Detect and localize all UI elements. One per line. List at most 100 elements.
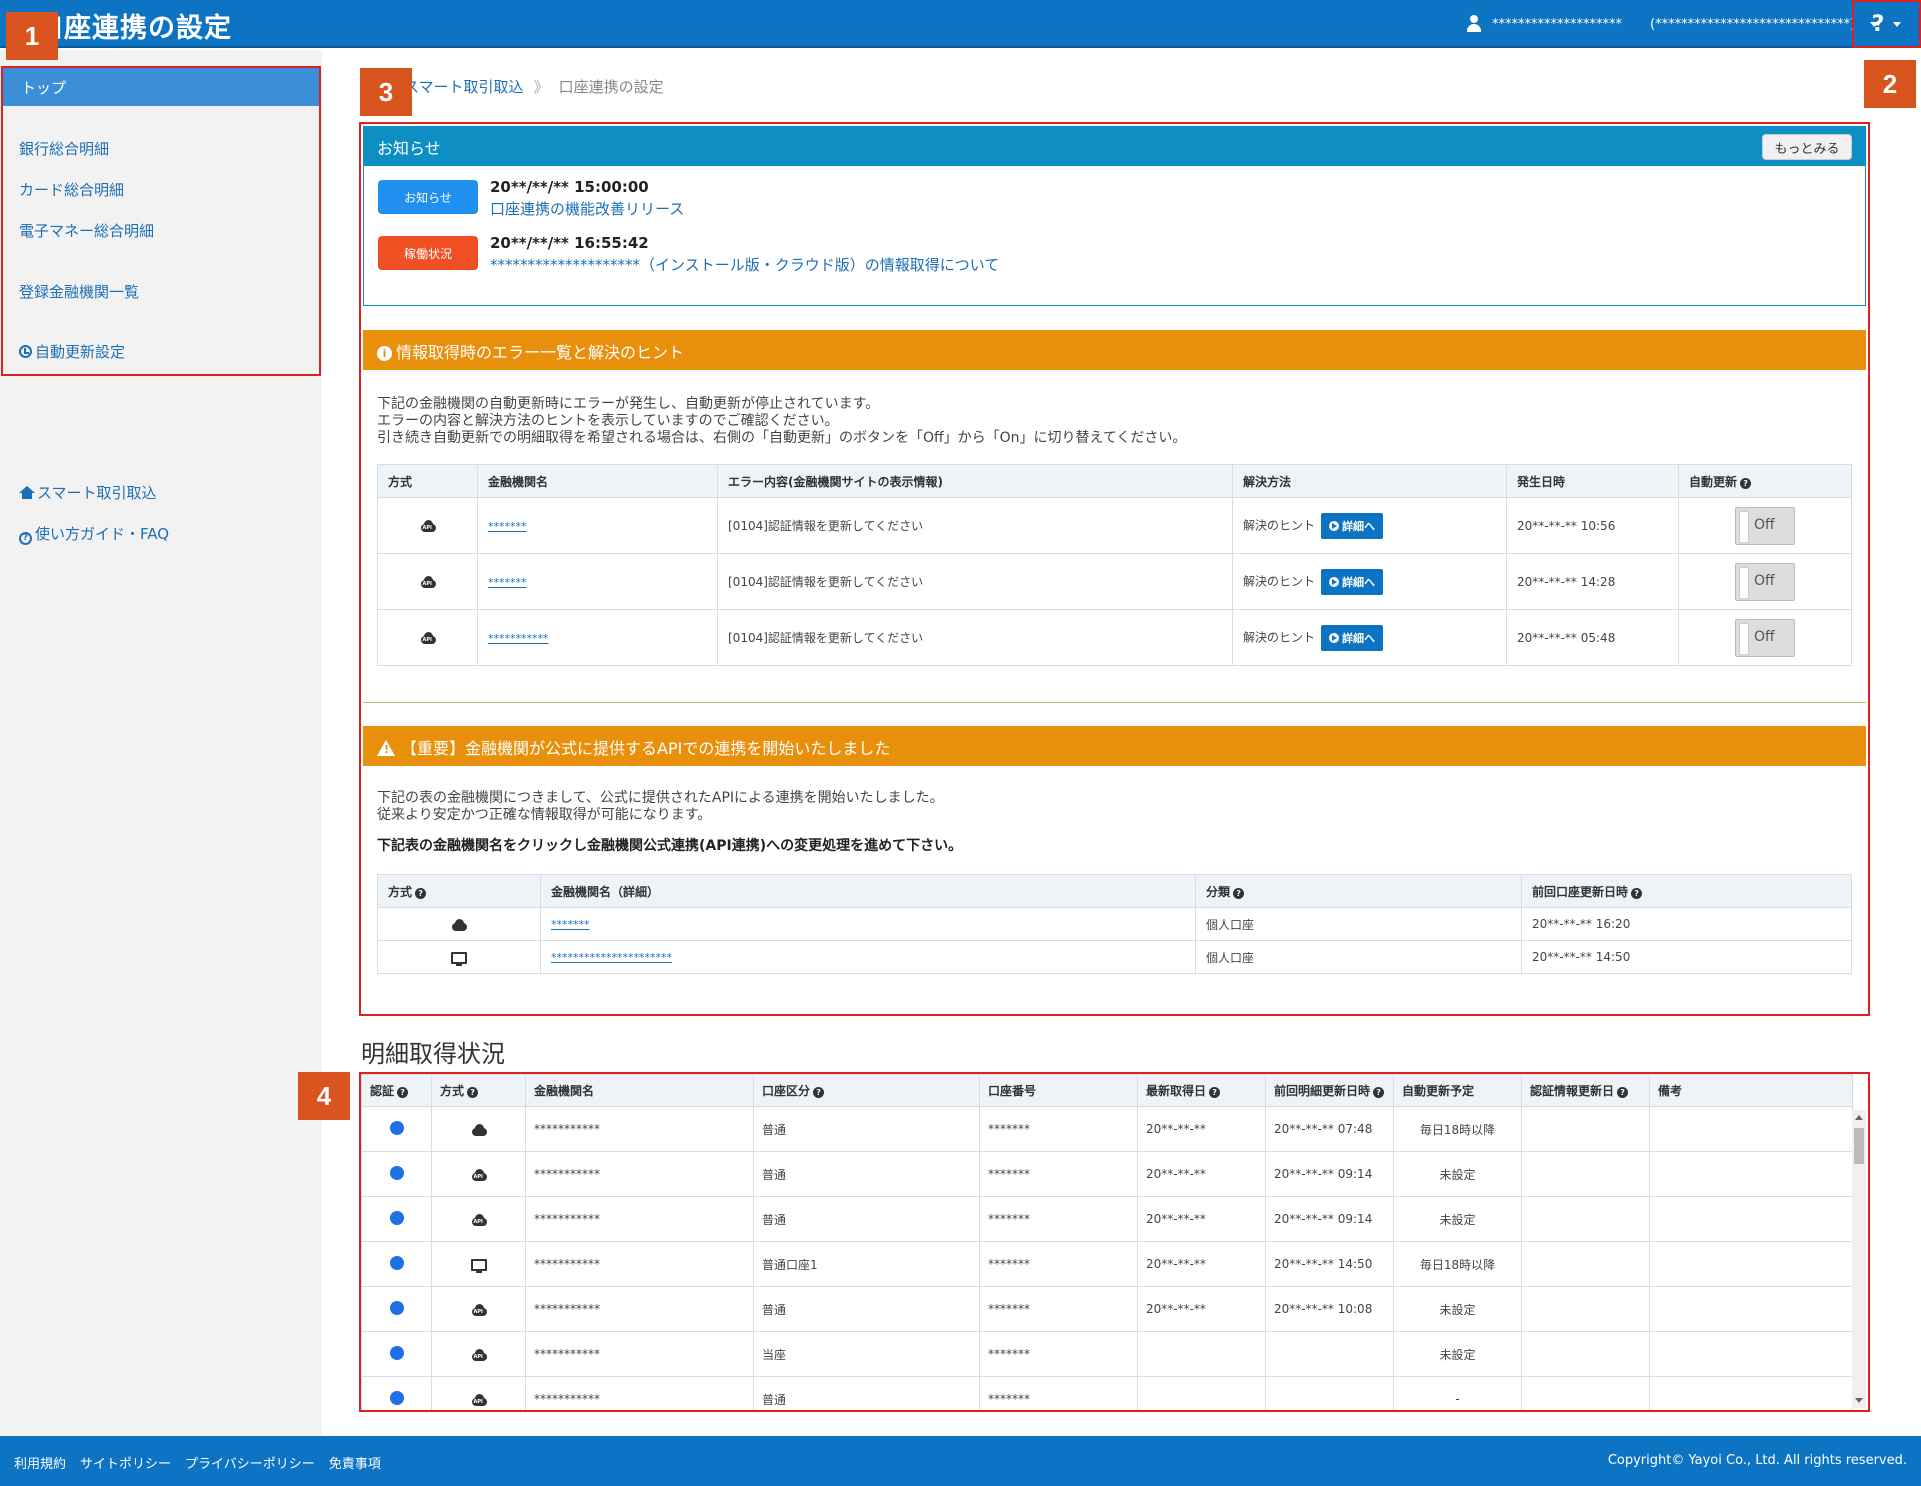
help-icon[interactable]: ? [1631,887,1643,899]
detail-button[interactable]: 詳細へ [1321,512,1384,539]
bank-link[interactable]: ******* [551,918,590,931]
help-icon[interactable]: ? [467,1087,479,1098]
sidebar-item-bank-details[interactable]: 銀行総合明細 [19,140,110,158]
detail-button[interactable]: 詳細へ [1321,568,1384,595]
hint-label: 解決のヒント [1243,630,1316,644]
sidebar-menu: トップ [1,66,321,376]
news-datetime: 20**/**/** 15:00:00 [490,178,649,196]
api-table: 方式? 金融機関名（詳細） 分類? 前回口座更新日時? ******* 個人口座 2… [377,874,1852,974]
table-header-row: 方式 金融機関名 エラー内容(金融機関サイトの表示情報) 解決方法 発生日時 自… [377,464,1852,498]
prev-update-cell: 20**-**-** 09:14 [1265,1151,1394,1197]
sidebar-link-guide-faq[interactable]: ? 使い方ガイド・FAQ [19,523,169,545]
news-panel-header: お知らせ もっとみる [363,126,1866,166]
footer-link-terms[interactable]: 利用規約 [14,1457,67,1472]
method-cell: API [431,1196,526,1242]
table-row: ********************** 個人口座 20**-**-** 14:… [377,940,1852,974]
help-icon[interactable]: ? [1740,477,1752,489]
help-icon[interactable]: ? [1617,1087,1629,1098]
sidebar-link-label: 使い方ガイド・FAQ [35,525,170,543]
status-scrollbar[interactable] [1852,1110,1866,1408]
auth-cell [361,1376,432,1410]
bank-link[interactable]: ******* [488,519,527,533]
help-icon[interactable]: ? [1233,887,1245,899]
sidebar-item-card-details[interactable]: カード総合明細 [19,181,125,199]
news-title-link[interactable]: 口座連携の機能改善リリース [490,200,685,218]
sidebar-item-registered-institutions[interactable]: 登録金融機関一覧 [19,283,140,301]
breadcrumb-smart-import[interactable]: スマート取引取込 [404,78,524,96]
cloud-api-icon: API [419,520,437,532]
breadcrumb-separator: 》 [533,78,549,96]
account-number-cell: ******* [979,1241,1138,1287]
callout-badge-4: 4 [298,1072,350,1120]
question-circle-icon: ? [19,532,32,545]
toggle-label: Off [1754,572,1775,589]
error-panel-header: i 情報取得時のエラー一覧と解決のヒント [363,330,1866,370]
method-cell: API [431,1376,526,1410]
sidebar-item-top[interactable]: トップ [3,68,319,106]
column-header-label: 認証情報更新日 [1530,1084,1615,1098]
column-header: 前回明細更新日時? [1265,1074,1394,1107]
auth-status-dot-icon [389,1210,404,1225]
latest-date-cell [1137,1331,1266,1377]
bank-link[interactable]: *********** [488,631,549,645]
footer-link-disclaimer[interactable]: 免責事項 [328,1457,381,1472]
help-icon[interactable]: ? [813,1087,825,1098]
auto-update-toggle[interactable]: Off [1735,506,1795,545]
arrow-right-icon [1329,576,1340,587]
auth-status-dot-icon [389,1390,404,1405]
prev-update-cell: 20**-**-** 14:50 [1265,1241,1394,1287]
column-header: 分類? [1195,874,1522,908]
bank-cell: *********** [477,609,718,666]
help-icon[interactable]: ? [397,1087,409,1098]
account-number-cell: ******* [979,1151,1138,1197]
sidebar-link-smart-import[interactable]: スマート取引取込 [19,482,157,503]
scrollbar-thumb[interactable] [1854,1128,1864,1164]
latest-date-cell: 20**-**-** [1137,1241,1266,1287]
column-header: 口座区分? [753,1074,980,1107]
bank-cell: *********** [525,1331,754,1377]
callout-badge-3: 3 [360,68,412,116]
help-menu-button[interactable]: ? [1852,0,1921,48]
bank-cell: *********** [525,1376,754,1410]
auto-update-toggle[interactable]: Off [1735,562,1795,601]
latest-date-cell [1137,1376,1266,1410]
column-header: 金融機関名（詳細） [540,874,1196,908]
footer-link-privacy[interactable]: プライバシーポリシー [185,1457,315,1472]
clock-icon [19,345,32,358]
more-news-button[interactable]: もっとみる [1762,134,1852,160]
column-header: 最新取得日? [1137,1074,1266,1107]
error-description: 下記の金融機関の自動更新時にエラーが発生し、自動更新が停止されています。 エラー… [377,396,1186,447]
footer-link-site-policy[interactable]: サイトポリシー [80,1457,172,1472]
detail-button[interactable]: 詳細へ [1321,624,1384,651]
help-icon[interactable]: ? [1373,1087,1385,1098]
method-cell [431,1106,526,1152]
help-icon[interactable]: ? [1209,1087,1221,1098]
bank-link[interactable]: ********************** [551,951,672,964]
column-header: 認証情報更新日? [1521,1074,1650,1107]
column-header-label: 自動更新予定 [1402,1084,1475,1098]
notice-area: お知らせ もっとみる お知らせ 20**/**/** 15:00:00 口座連携… [359,122,1870,1016]
help-icon[interactable]: ? [415,887,427,899]
user-menu[interactable]: ******************** (******************… [1466,15,1879,33]
monitor-icon [470,1258,487,1273]
account-type-cell: 普通 [753,1286,980,1332]
cloud-api-icon: API [419,576,437,588]
sidebar-item-auto-update[interactable]: 自動更新設定 [19,341,125,362]
sidebar-item-emoney-details[interactable]: 電子マネー総合明細 [19,222,155,240]
scroll-up-icon[interactable] [1855,1115,1863,1120]
cloud-api-icon: API [470,1168,488,1181]
column-header-label: 前回明細更新日時 [1274,1084,1371,1098]
copyright: Copyright© Yayoi Co., Ltd. All rights re… [1607,1453,1907,1468]
column-header-label: 方式 [440,1084,465,1098]
column-header-label: 最新取得日 [1146,1084,1207,1098]
news-title-link[interactable]: ********************（インストール版・クラウド版）の情報取得… [490,256,1000,274]
question-icon: ? [1871,11,1885,37]
news-tag-notice: お知らせ [378,180,478,214]
account-type-cell: 普通口座1 [753,1241,980,1287]
cloud-api-icon: API [470,1393,488,1406]
scroll-down-icon[interactable] [1855,1398,1863,1403]
auto-update-toggle[interactable]: Off [1735,618,1795,657]
bank-link[interactable]: ******* [488,575,527,589]
note-cell [1649,1106,1853,1152]
column-header-label: 認証 [370,1084,395,1098]
